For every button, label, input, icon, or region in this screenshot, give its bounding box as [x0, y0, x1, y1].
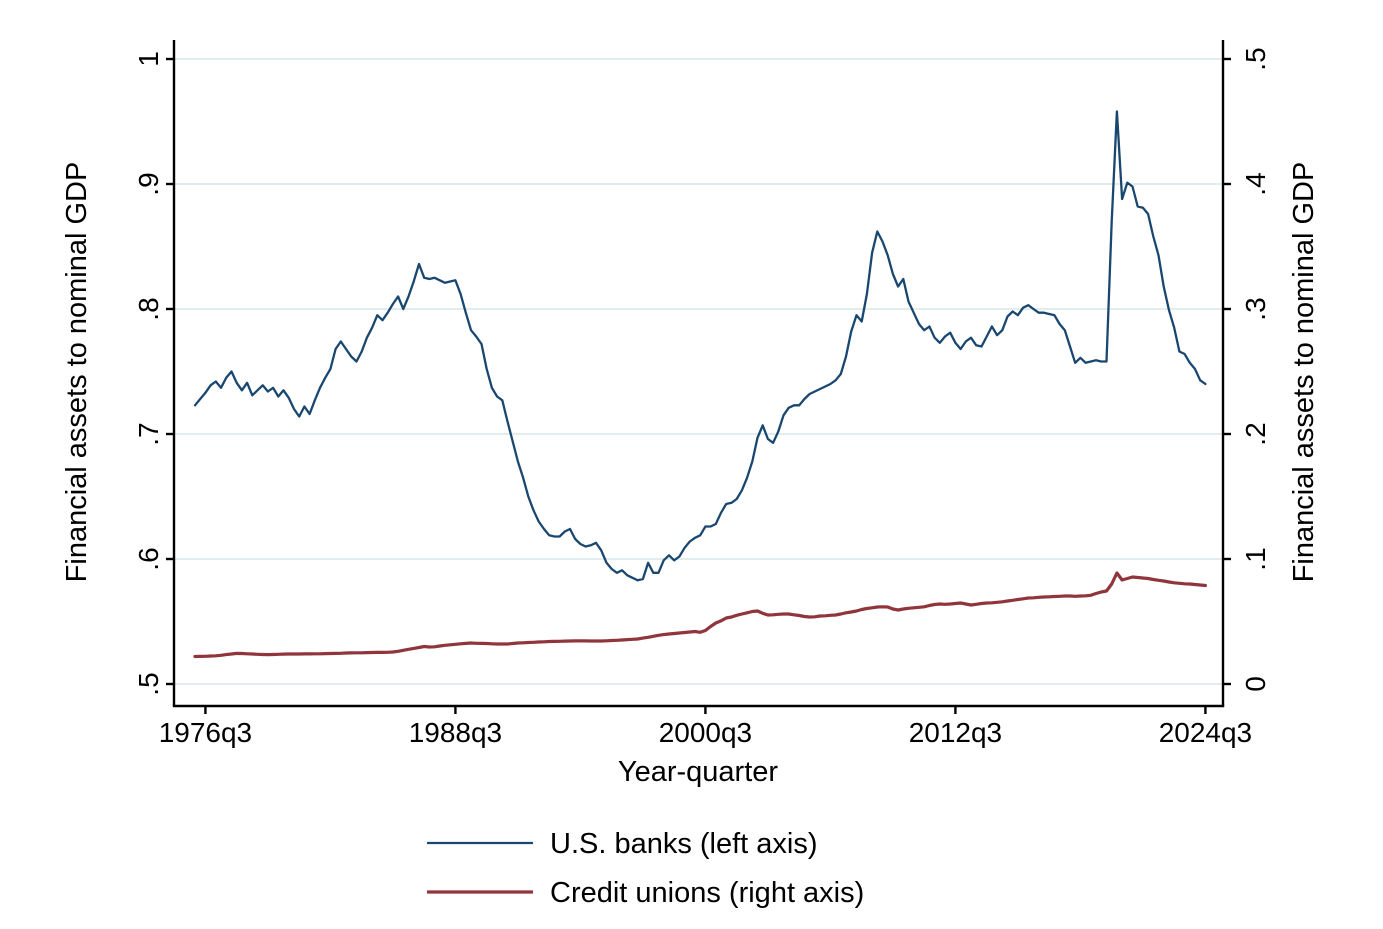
y-right-tick-label: .5 [1240, 47, 1271, 70]
x-tick-label: 1988q3 [409, 717, 502, 748]
series-us-banks-line [193, 110, 1207, 582]
gridlines [174, 58, 1223, 685]
x-tick-label: 2000q3 [659, 717, 752, 748]
y-left-tick-label: .9 [133, 172, 164, 195]
y-right-tick-label: .2 [1240, 422, 1271, 445]
y-right-tick-label: 0 [1240, 676, 1271, 692]
legend-label-credit-unions: Credit unions (right axis) [550, 877, 864, 909]
x-tick-label: 1976q3 [159, 717, 252, 748]
y-left-tick-label: .7 [133, 422, 164, 445]
legend-label-us-banks: U.S. banks (left axis) [550, 828, 818, 860]
legend: U.S. banks (left axis) Credit unions (ri… [427, 828, 864, 909]
tick-labels: 1 .9 .8 .7 .6 .5 .5 .4 .3 .2 .1 0 1976q3 1988q3 2000q3… [133, 47, 1271, 748]
x-tick-label: 2024q3 [1159, 717, 1252, 748]
axes [166, 40, 1231, 714]
y-left-tick-label: .8 [133, 297, 164, 320]
x-tick-label: 2012q3 [909, 717, 1002, 748]
x-axis-title: Year-quarter [618, 756, 778, 788]
y-left-tick-label: 1 [133, 51, 164, 67]
y-right-tick-label: .4 [1240, 172, 1271, 195]
y-left-tick-label: .5 [133, 672, 164, 695]
y-left-tick-label: .6 [133, 547, 164, 570]
y-left-axis-title: Financial assets to nominal GDP [61, 162, 93, 583]
y-right-tick-label: .1 [1240, 547, 1271, 570]
series-lines [193, 110, 1208, 659]
y-right-axis-title: Financial assets to nominal GDP [1288, 162, 1320, 583]
series-credit-unions-line [193, 571, 1208, 659]
y-right-tick-label: .3 [1240, 297, 1271, 320]
